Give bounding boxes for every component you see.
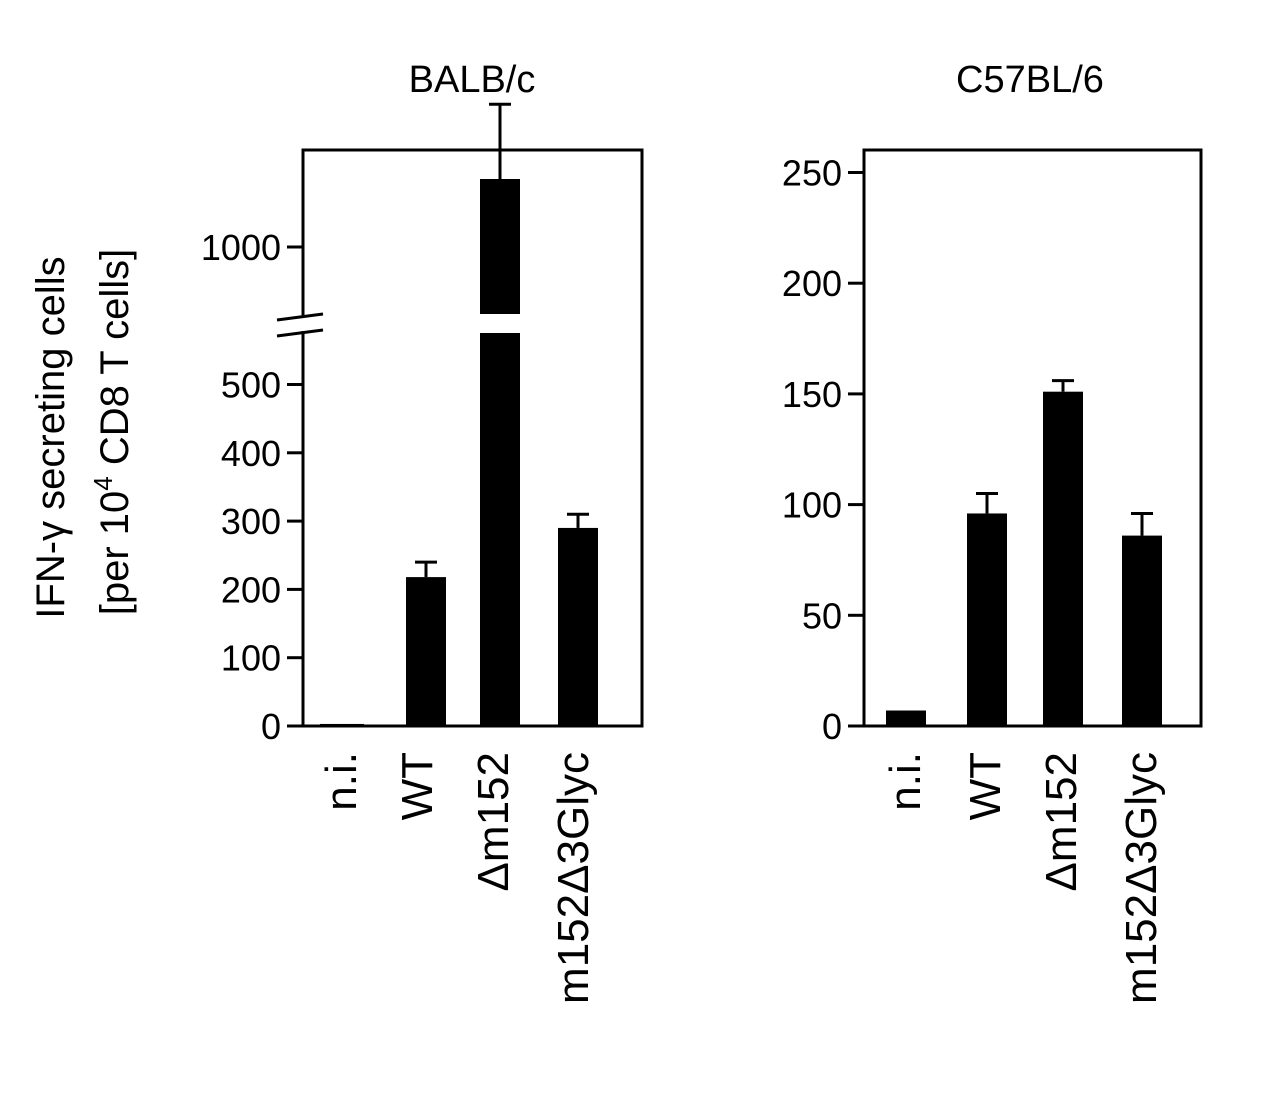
x-category-label: n.i. [317, 752, 366, 811]
chart-panel-balbc: BALB/c 0 100 200 300 400 500 1000 n.i. WT Δm152 m… [201, 59, 644, 1004]
y-axis-label: IFN-γ secreting cells [per 104 CD8 T cel… [29, 245, 137, 618]
y-tick-label: 200 [782, 263, 842, 304]
y-tick-label: 400 [221, 433, 281, 474]
bar-balbc-2 [480, 179, 520, 726]
bars-balbc [320, 102, 598, 726]
bar-break-gap [479, 314, 521, 333]
plot-frame-balbc [301, 148, 644, 728]
bar-balbc-1 [406, 577, 446, 726]
bar-balbc-0 [320, 723, 364, 726]
y-axis-ticks-balbc: 0 100 200 300 400 500 1000 [201, 227, 324, 747]
x-axis-labels-c57bl6: n.i. WT Δm152 m152Δ3Glyc [881, 752, 1166, 1004]
axis-break-gap [299, 318, 307, 331]
chart-title-balbc: BALB/c [409, 59, 536, 101]
chart-title-c57bl6: C57BL/6 [956, 59, 1104, 101]
axis-break-mark [276, 328, 324, 338]
bar-c57bl6-0 [886, 710, 926, 726]
y-tick-label: 100 [782, 485, 842, 526]
x-category-label: m152Δ3Glyc [1117, 752, 1166, 1004]
y-tick-label: 0 [822, 706, 842, 747]
y-tick-label: 250 [782, 153, 842, 194]
y-tick-label: 1000 [201, 227, 281, 268]
y-tick-label: 150 [782, 374, 842, 415]
y-tick-label: 300 [221, 501, 281, 542]
y-tick-label: 200 [221, 569, 281, 610]
x-axis-labels-balbc: n.i. WT Δm152 m152Δ3Glyc [317, 752, 598, 1004]
x-category-label: WT [393, 752, 442, 820]
y-tick-label: 50 [802, 595, 842, 636]
bars-c57bl6 [886, 379, 1162, 726]
y-axis-label-line1: IFN-γ secreting cells [29, 256, 73, 618]
y-axis-label-line2-pre: [per 10 [93, 491, 137, 616]
x-category-label: Δm152 [1037, 752, 1086, 891]
x-category-label: m152Δ3Glyc [549, 752, 598, 1004]
y-axis-label-line2-sup: 4 [88, 476, 118, 490]
y-axis-ticks-c57bl6: 0 50 100 150 200 250 [782, 153, 864, 747]
x-category-label: n.i. [881, 752, 930, 811]
y-tick-label: 100 [221, 638, 281, 679]
bar-balbc-3 [558, 527, 598, 726]
bar-c57bl6-2 [1043, 391, 1083, 726]
bar-c57bl6-3 [1122, 535, 1162, 726]
bar-c57bl6-1 [967, 513, 1007, 726]
axis-break-mark [276, 312, 324, 322]
y-tick-label: 0 [261, 706, 281, 747]
y-axis-label-line2-post: CD8 T cells] [93, 249, 137, 476]
plot-frame-c57bl6 [862, 148, 1203, 728]
y-tick-label: 500 [221, 365, 281, 406]
x-category-label: Δm152 [469, 752, 518, 891]
chart-panel-c57bl6: C57BL/6 0 50 100 150 200 250 n.i. WT Δm152 m152Δ… [782, 59, 1203, 1004]
x-category-label: WT [961, 752, 1010, 820]
